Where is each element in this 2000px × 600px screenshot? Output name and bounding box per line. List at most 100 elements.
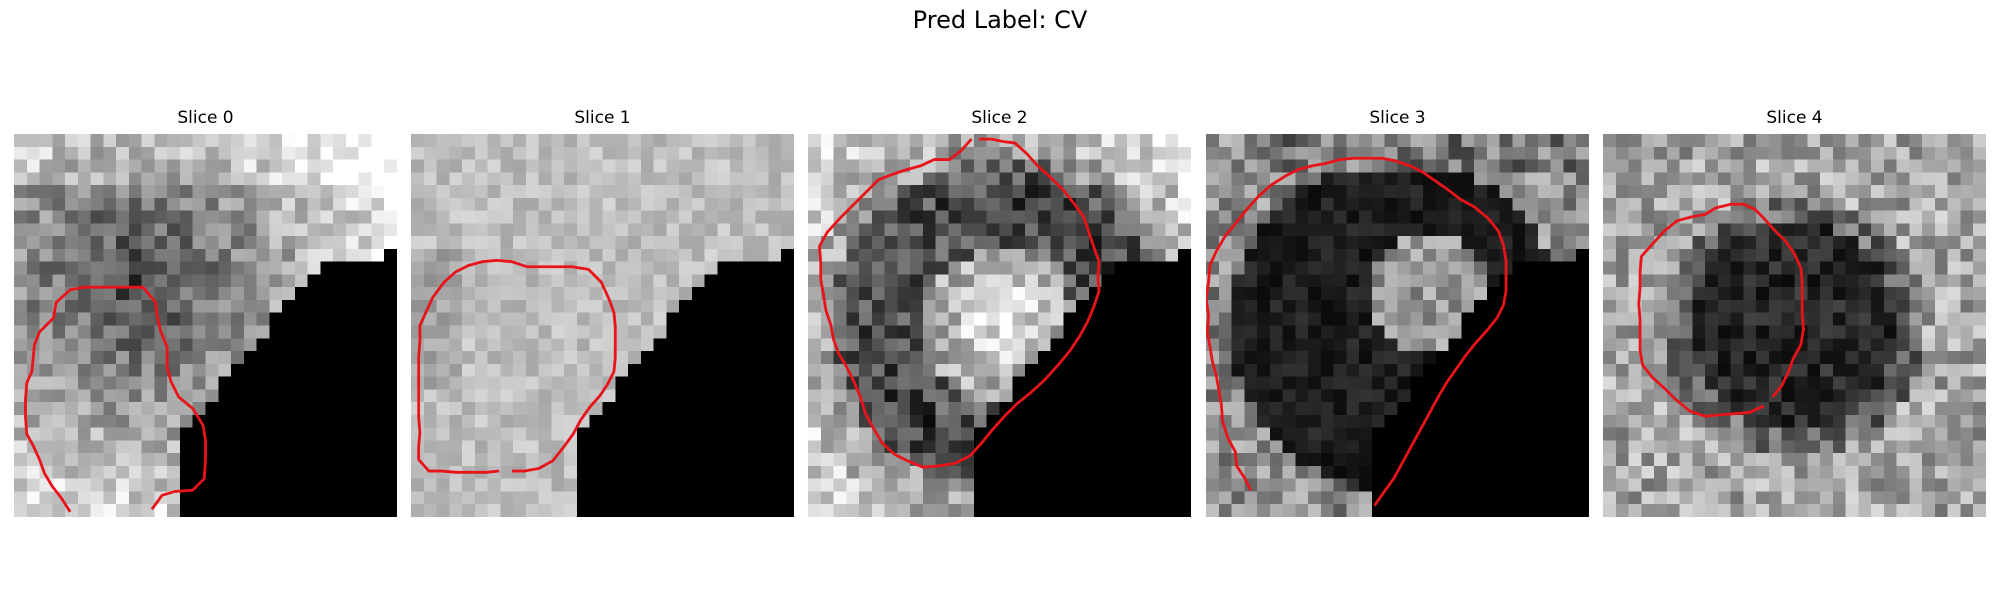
pixel: [1717, 491, 1732, 505]
pixel: [1139, 453, 1154, 467]
pixel: [1730, 440, 1744, 454]
pixel: [1576, 427, 1589, 441]
pixel: [1576, 134, 1589, 148]
pixel: [1012, 172, 1026, 186]
pixel: [808, 274, 822, 288]
pixel: [589, 299, 603, 314]
pixel: [1448, 210, 1462, 224]
pixel: [1679, 287, 1693, 301]
pixel: [384, 185, 397, 199]
pixel: [615, 453, 629, 467]
pixel: [358, 453, 372, 467]
pixel: [628, 274, 642, 288]
pixel: [1359, 299, 1373, 314]
pixel: [999, 197, 1013, 211]
pixel: [1743, 134, 1757, 148]
pixel: [179, 185, 194, 199]
pixel: [449, 478, 463, 492]
pixel: [859, 465, 873, 480]
pixel: [128, 172, 143, 186]
segmentation-contour: [1206, 156, 1508, 507]
pixel: [1384, 453, 1398, 467]
pixel: [691, 236, 706, 250]
pixel: [1794, 440, 1808, 454]
pixel: [320, 185, 334, 199]
pixel: [1423, 478, 1437, 492]
pixel: [525, 491, 540, 505]
pixel: [1282, 414, 1296, 429]
pixel: [1295, 185, 1309, 199]
pixel: [1295, 465, 1309, 480]
pixel: [513, 299, 527, 314]
pixel: [128, 223, 143, 237]
pixel: [1654, 197, 1668, 211]
pixel: [1576, 376, 1589, 390]
pixel: [1525, 478, 1539, 492]
pixel: [922, 504, 937, 517]
pixel: [179, 478, 194, 492]
pixel: [1320, 427, 1335, 441]
pixel: [294, 376, 309, 390]
pixel: [1359, 274, 1373, 288]
pixel: [1231, 197, 1245, 211]
pixel: [1320, 351, 1335, 365]
pixel: [666, 351, 680, 365]
pixel: [26, 504, 40, 517]
pixel: [231, 172, 245, 186]
pixel: [948, 504, 962, 517]
pixel: [820, 261, 834, 275]
pixel: [576, 351, 591, 365]
pixel: [1371, 427, 1386, 441]
pixel: [884, 287, 898, 301]
pixel: [1756, 299, 1770, 314]
pixel: [1705, 159, 1719, 173]
pixel: [345, 146, 360, 160]
pixel: [755, 465, 769, 480]
pixel: [1934, 453, 1949, 467]
pixel: [1050, 389, 1064, 403]
pixel: [1269, 440, 1283, 454]
pixel: [589, 338, 603, 352]
pixel: [1576, 440, 1589, 454]
pixel: [103, 287, 117, 301]
pixel: [14, 299, 28, 314]
pixel: [808, 210, 822, 224]
pixel: [691, 402, 706, 416]
pixel: [487, 338, 501, 352]
pixel: [1666, 274, 1680, 288]
pixel: [1308, 197, 1322, 211]
pixel: [1603, 338, 1617, 352]
pixel: [961, 261, 975, 275]
pixel: [500, 325, 514, 339]
pixel: [14, 504, 28, 517]
segmentation-contour: [24, 285, 207, 513]
pixel: [538, 172, 552, 186]
pixel: [436, 351, 450, 365]
pixel: [808, 248, 822, 263]
pixel: [525, 338, 540, 352]
pixel: [500, 261, 514, 275]
pixel: [1101, 248, 1115, 263]
pixel: [1525, 465, 1539, 480]
pixel: [167, 478, 181, 492]
pixel: [218, 440, 232, 454]
pixel: [1679, 491, 1693, 505]
pixel: [768, 402, 782, 416]
pixel: [897, 504, 911, 517]
pixel: [1139, 248, 1154, 263]
pixel: [1088, 351, 1103, 365]
pixel: [1346, 312, 1360, 326]
pixel: [910, 185, 924, 199]
pixel: [1934, 478, 1949, 492]
pixel: [1320, 197, 1335, 211]
pixel: [358, 338, 372, 352]
pixel: [256, 223, 270, 237]
pixel: [256, 236, 270, 250]
pixel: [717, 491, 731, 505]
pixel: [269, 134, 283, 148]
pixel: [1871, 197, 1885, 211]
pixel: [730, 159, 744, 173]
pixel: [1231, 134, 1245, 148]
pixel: [1603, 172, 1617, 186]
pixel: [1679, 325, 1693, 339]
